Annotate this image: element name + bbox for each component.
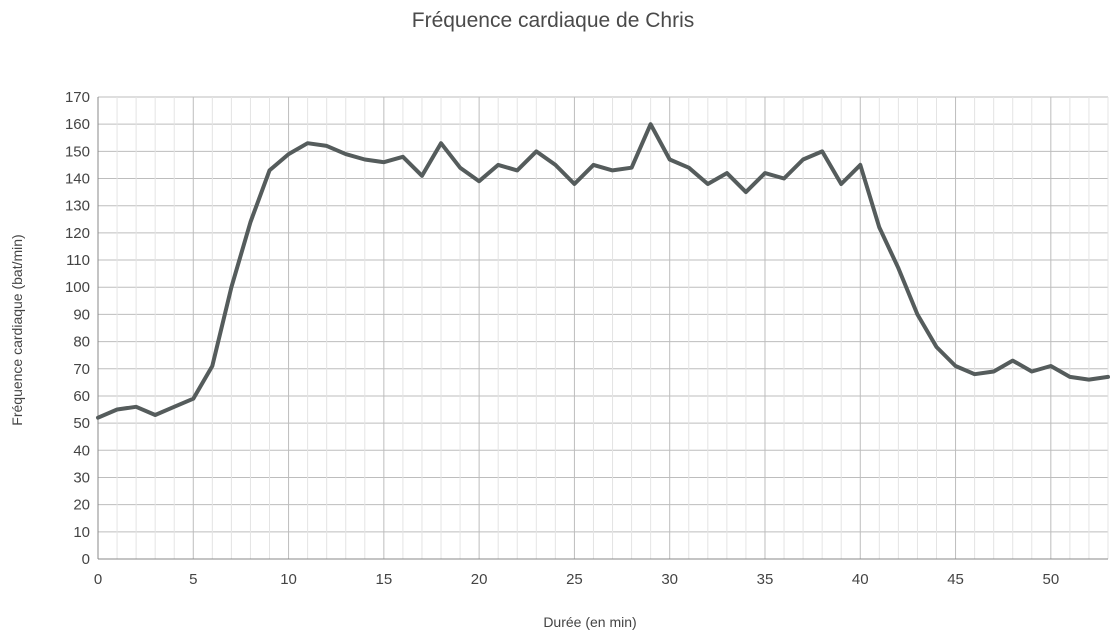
y-tick-label: 60 bbox=[73, 388, 90, 405]
y-tick-label: 80 bbox=[73, 334, 90, 351]
x-tick-label: 20 bbox=[471, 571, 488, 588]
x-tick-label: 40 bbox=[852, 571, 869, 588]
y-tick-label: 100 bbox=[65, 279, 90, 296]
y-tick-label: 120 bbox=[65, 225, 90, 242]
y-axis-title: Fréquence cardiaque (bat/min) bbox=[9, 234, 25, 425]
y-tick-label: 40 bbox=[73, 442, 90, 459]
x-tick-label: 5 bbox=[189, 571, 197, 588]
chart-title: Fréquence cardiaque de Chris bbox=[412, 9, 695, 32]
x-tick-label: 10 bbox=[280, 571, 297, 588]
x-axis-title: Durée (en min) bbox=[543, 614, 636, 630]
x-tick-label: 45 bbox=[947, 571, 964, 588]
y-tick-label: 90 bbox=[73, 306, 90, 323]
y-tick-label: 10 bbox=[73, 524, 90, 541]
x-tick-label: 0 bbox=[94, 571, 102, 588]
tick-labels: 0102030405060708090100110120130140150160… bbox=[65, 89, 1059, 588]
series-layer bbox=[96, 122, 1110, 420]
y-tick-label: 20 bbox=[73, 497, 90, 514]
x-tick-label: 15 bbox=[376, 571, 393, 588]
y-tick-label: 0 bbox=[82, 551, 90, 568]
y-tick-label: 150 bbox=[65, 143, 90, 160]
y-tick-label: 160 bbox=[65, 116, 90, 133]
x-tick-label: 50 bbox=[1042, 571, 1059, 588]
grid bbox=[97, 96, 1109, 560]
heart-rate-series-line bbox=[96, 122, 1110, 420]
y-tick-label: 170 bbox=[65, 89, 90, 106]
x-tick-label: 25 bbox=[566, 571, 583, 588]
axes bbox=[97, 97, 1108, 560]
y-tick-label: 110 bbox=[66, 252, 90, 269]
y-tick-label: 130 bbox=[65, 198, 90, 215]
y-tick-label: 140 bbox=[65, 171, 90, 188]
x-tick-label: 35 bbox=[757, 571, 774, 588]
y-tick-label: 50 bbox=[73, 415, 90, 432]
x-tick-label: 30 bbox=[661, 571, 678, 588]
y-tick-label: 70 bbox=[73, 361, 90, 378]
y-tick-label: 30 bbox=[73, 469, 90, 486]
